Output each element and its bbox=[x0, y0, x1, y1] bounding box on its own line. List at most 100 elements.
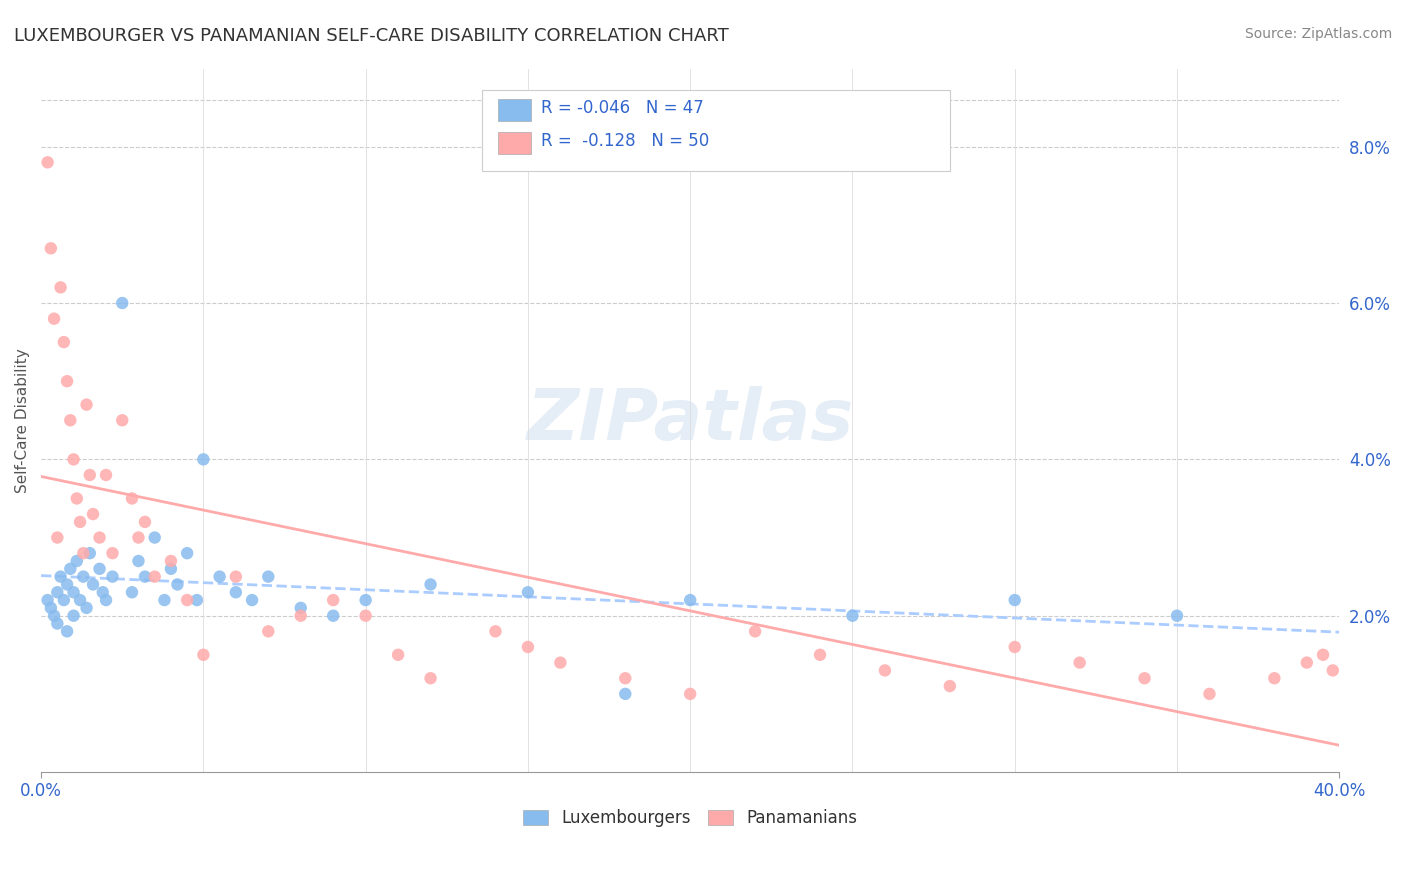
Point bbox=[516, 640, 538, 654]
Point bbox=[679, 593, 702, 607]
Point bbox=[39, 241, 62, 255]
Point bbox=[550, 656, 572, 670]
Point bbox=[42, 311, 65, 326]
Point bbox=[62, 585, 84, 599]
Point bbox=[160, 554, 183, 568]
Point bbox=[1198, 687, 1220, 701]
Point bbox=[82, 507, 104, 521]
Point bbox=[354, 608, 377, 623]
Point bbox=[484, 624, 506, 639]
Point bbox=[42, 608, 65, 623]
Legend: Luxembourgers, Panamanians: Luxembourgers, Panamanians bbox=[516, 803, 863, 834]
Point bbox=[387, 648, 409, 662]
Point bbox=[111, 413, 134, 427]
Point bbox=[72, 546, 94, 560]
Text: R = -0.046   N = 47: R = -0.046 N = 47 bbox=[541, 99, 703, 117]
Point bbox=[91, 585, 114, 599]
Point bbox=[939, 679, 962, 693]
Point bbox=[322, 593, 344, 607]
Point bbox=[79, 468, 101, 483]
Point bbox=[208, 569, 231, 583]
Point bbox=[176, 546, 198, 560]
Point bbox=[614, 687, 637, 701]
Point bbox=[121, 585, 143, 599]
Point bbox=[841, 608, 863, 623]
Point bbox=[49, 280, 72, 294]
Point bbox=[290, 600, 312, 615]
Point bbox=[193, 452, 215, 467]
FancyBboxPatch shape bbox=[498, 99, 530, 121]
Point bbox=[193, 648, 215, 662]
Point bbox=[419, 671, 441, 685]
Point bbox=[101, 569, 124, 583]
Point bbox=[66, 554, 89, 568]
Point bbox=[1166, 608, 1188, 623]
Point bbox=[176, 593, 198, 607]
Point bbox=[89, 562, 111, 576]
Point bbox=[46, 585, 69, 599]
Point bbox=[121, 491, 143, 506]
Point bbox=[225, 585, 247, 599]
Point bbox=[56, 577, 79, 591]
Point bbox=[46, 616, 69, 631]
Point bbox=[62, 608, 84, 623]
Point bbox=[134, 515, 156, 529]
Point bbox=[39, 600, 62, 615]
Point bbox=[614, 671, 637, 685]
Point bbox=[49, 569, 72, 583]
Point bbox=[1295, 656, 1317, 670]
Point bbox=[127, 531, 149, 545]
Point bbox=[873, 664, 896, 678]
Point bbox=[101, 546, 124, 560]
Point bbox=[37, 593, 59, 607]
Point bbox=[37, 155, 59, 169]
Point bbox=[322, 608, 344, 623]
Point bbox=[69, 515, 91, 529]
Point bbox=[153, 593, 176, 607]
Point bbox=[79, 546, 101, 560]
Point bbox=[111, 296, 134, 310]
Text: Source: ZipAtlas.com: Source: ZipAtlas.com bbox=[1244, 27, 1392, 41]
Point bbox=[354, 593, 377, 607]
Point bbox=[240, 593, 263, 607]
Point bbox=[225, 569, 247, 583]
Text: LUXEMBOURGER VS PANAMANIAN SELF-CARE DISABILITY CORRELATION CHART: LUXEMBOURGER VS PANAMANIAN SELF-CARE DIS… bbox=[14, 27, 728, 45]
Point bbox=[127, 554, 149, 568]
Point bbox=[56, 374, 79, 388]
Point bbox=[69, 593, 91, 607]
Point bbox=[257, 624, 280, 639]
Text: R =  -0.128   N = 50: R = -0.128 N = 50 bbox=[541, 132, 709, 150]
Point bbox=[76, 600, 98, 615]
Point bbox=[290, 608, 312, 623]
Text: ZIPatlas: ZIPatlas bbox=[526, 385, 853, 455]
Point bbox=[143, 569, 166, 583]
Point bbox=[1322, 664, 1344, 678]
Point bbox=[82, 577, 104, 591]
Point bbox=[744, 624, 766, 639]
Point bbox=[59, 562, 82, 576]
Point bbox=[66, 491, 89, 506]
Point bbox=[46, 531, 69, 545]
Point bbox=[94, 593, 117, 607]
Point bbox=[52, 335, 75, 350]
Point bbox=[52, 593, 75, 607]
Point bbox=[166, 577, 188, 591]
Point bbox=[1069, 656, 1091, 670]
FancyBboxPatch shape bbox=[498, 132, 530, 154]
Point bbox=[679, 687, 702, 701]
Point bbox=[186, 593, 208, 607]
Point bbox=[143, 531, 166, 545]
Point bbox=[1004, 593, 1026, 607]
Point bbox=[62, 452, 84, 467]
Point bbox=[1312, 648, 1334, 662]
Point bbox=[257, 569, 280, 583]
Point bbox=[56, 624, 79, 639]
Y-axis label: Self-Care Disability: Self-Care Disability bbox=[15, 348, 30, 492]
Point bbox=[516, 585, 538, 599]
Point bbox=[76, 398, 98, 412]
Point bbox=[94, 468, 117, 483]
Point bbox=[808, 648, 831, 662]
Point bbox=[1004, 640, 1026, 654]
Point bbox=[1263, 671, 1285, 685]
Point bbox=[59, 413, 82, 427]
